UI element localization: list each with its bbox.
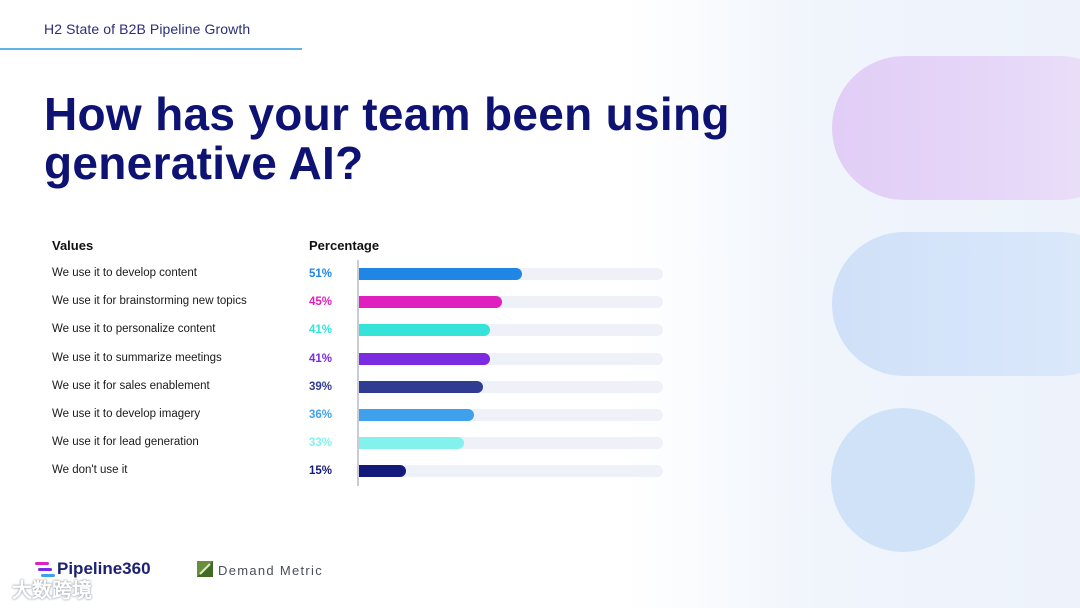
value-label: 36% <box>309 409 333 421</box>
decorative-pill-purple <box>832 56 1080 200</box>
bar <box>358 380 484 393</box>
category-label: We use it for sales enablement <box>52 379 210 392</box>
category-label: We use it for lead generation <box>52 436 199 449</box>
category-label: We use it to develop imagery <box>52 408 201 420</box>
header-divider <box>0 48 302 50</box>
demand-metric-icon <box>197 561 213 577</box>
category-label: We use it to personalize content <box>52 323 216 336</box>
category-label: We use it for brainstorming new topics <box>52 295 247 308</box>
value-label: 33% <box>309 437 333 450</box>
value-label: 51% <box>309 268 333 280</box>
pipeline360-wordmark: Pipeline360 <box>57 559 151 578</box>
column-header-percentage: Percentage <box>309 238 380 253</box>
decorative-circle <box>831 408 975 552</box>
bar <box>358 409 474 421</box>
report-header-label: H2 State of B2B Pipeline Growth <box>44 21 251 37</box>
bar-track <box>358 465 663 478</box>
demand-metric-wordmark: Demand Metric <box>218 563 324 578</box>
value-label: 39% <box>309 380 333 393</box>
pipeline360-icon <box>35 562 55 577</box>
bar <box>358 352 490 365</box>
bar <box>358 437 464 450</box>
value-label: 45% <box>309 296 333 309</box>
category-label: We use it to develop content <box>52 267 197 279</box>
page-title: How has your team been using generative … <box>44 88 730 189</box>
bar <box>358 324 490 337</box>
value-label: 41% <box>309 324 333 337</box>
chart-axis-line <box>357 260 359 486</box>
value-label: 41% <box>309 352 333 365</box>
watermark-text: 大数跨境 <box>12 580 92 602</box>
column-header-values: Values <box>52 238 94 253</box>
decorative-pill-blue <box>832 232 1080 376</box>
bar <box>358 465 407 478</box>
category-label: We use it to summarize meetings <box>52 351 222 364</box>
bar <box>358 268 522 280</box>
bar <box>358 296 503 309</box>
category-label: We don't use it <box>52 464 128 477</box>
value-label: 15% <box>309 465 333 478</box>
